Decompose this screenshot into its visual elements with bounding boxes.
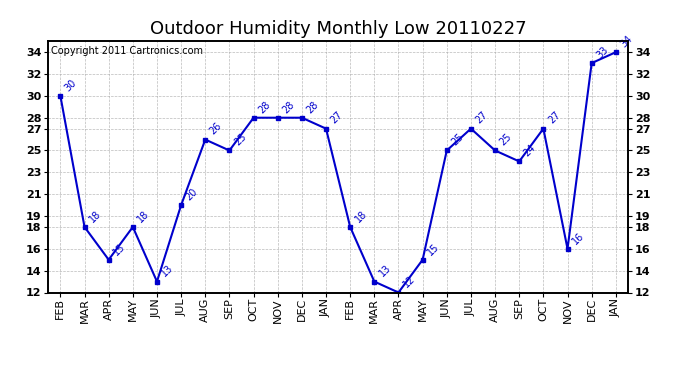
Title: Outdoor Humidity Monthly Low 20110227: Outdoor Humidity Monthly Low 20110227 [150,20,526,38]
Text: 28: 28 [305,99,320,115]
Text: Copyright 2011 Cartronics.com: Copyright 2011 Cartronics.com [51,46,203,56]
Text: 27: 27 [474,110,490,126]
Text: 30: 30 [63,77,79,93]
Text: 34: 34 [619,34,634,50]
Text: 18: 18 [353,209,368,224]
Text: 15: 15 [112,241,127,257]
Text: 28: 28 [281,99,296,115]
Text: 15: 15 [426,241,441,257]
Text: 18: 18 [136,209,151,224]
Text: 25: 25 [498,132,514,148]
Text: 25: 25 [233,132,248,148]
Text: 12: 12 [402,274,417,290]
Text: 18: 18 [88,209,103,224]
Text: 33: 33 [595,45,610,60]
Text: 27: 27 [546,110,562,126]
Text: 20: 20 [184,186,199,202]
Text: 13: 13 [377,263,393,279]
Text: 26: 26 [208,121,224,137]
Text: 28: 28 [257,99,272,115]
Text: 25: 25 [450,132,466,148]
Text: 24: 24 [522,143,538,159]
Text: 16: 16 [571,230,586,246]
Text: 13: 13 [160,263,175,279]
Text: 27: 27 [329,110,345,126]
